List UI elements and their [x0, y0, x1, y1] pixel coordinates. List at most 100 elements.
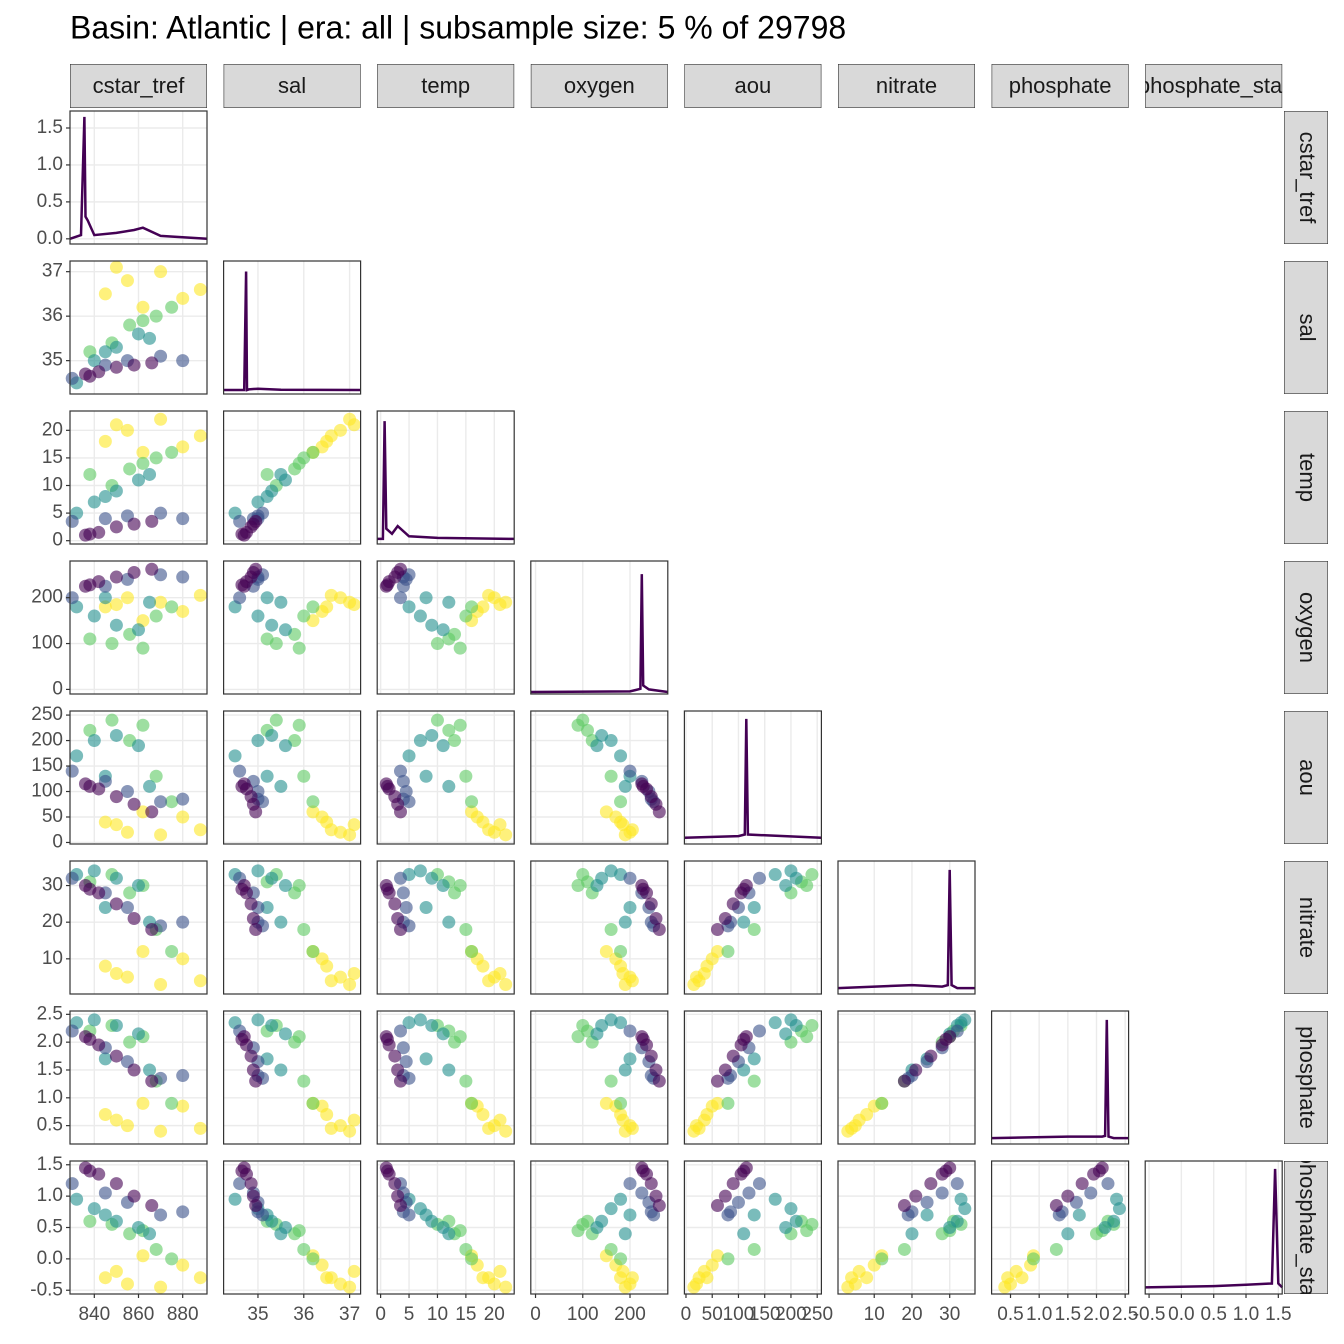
strip-label: phosphate: [1295, 1026, 1320, 1129]
strip-label: sal: [1295, 313, 1320, 341]
point: [343, 1124, 357, 1138]
point: [176, 440, 190, 454]
density-line: [377, 421, 515, 541]
y-tick-label: 200: [31, 730, 63, 751]
y-tick-label: 0.5: [37, 1217, 63, 1238]
point: [920, 1208, 934, 1222]
point: [83, 632, 97, 646]
point: [644, 1177, 658, 1191]
point: [599, 1096, 613, 1110]
strip-label: sal: [278, 73, 306, 98]
strip-label: aou: [1295, 759, 1320, 796]
point: [249, 923, 263, 937]
point: [176, 1069, 190, 1083]
point: [845, 1121, 859, 1135]
point: [127, 1063, 141, 1077]
point: [436, 739, 450, 753]
point: [897, 1242, 911, 1256]
point: [616, 818, 630, 832]
point: [388, 897, 402, 911]
point: [571, 1224, 585, 1238]
y-tick-label: 250: [31, 704, 63, 725]
point: [292, 456, 306, 470]
point: [109, 1018, 123, 1032]
point: [127, 358, 141, 372]
point: [625, 1121, 639, 1135]
strip-right: temp: [1284, 411, 1328, 544]
point: [800, 1030, 814, 1044]
point: [453, 718, 467, 732]
point: [265, 728, 279, 742]
point: [292, 879, 306, 893]
point: [292, 1030, 306, 1044]
point: [193, 282, 207, 296]
point: [251, 1013, 265, 1027]
point: [306, 445, 320, 459]
point: [292, 641, 306, 655]
point: [120, 970, 134, 984]
point: [897, 1199, 911, 1213]
point: [98, 1271, 112, 1285]
point: [1075, 1177, 1089, 1191]
point: [292, 718, 306, 732]
x-tick-label: 36: [293, 1304, 314, 1325]
panel-border: [530, 560, 669, 695]
point: [649, 1063, 663, 1077]
panel-border: [376, 1010, 515, 1145]
point: [618, 1063, 632, 1077]
x-tick-label: 0.5: [1200, 1304, 1226, 1325]
point: [244, 1177, 258, 1191]
x-tick-label: 0: [530, 1304, 541, 1325]
point: [109, 871, 123, 885]
point: [604, 923, 618, 937]
panel-border: [683, 1160, 823, 1295]
panel: [684, 711, 822, 844]
point: [98, 600, 112, 614]
point: [623, 1052, 637, 1066]
strip-label: cstar_tref: [93, 73, 186, 98]
point: [120, 423, 134, 437]
point: [87, 1202, 101, 1216]
point: [154, 595, 168, 609]
point: [380, 1032, 394, 1046]
point: [136, 456, 150, 470]
point: [306, 1252, 320, 1266]
point: [235, 882, 249, 896]
strip-box: [1284, 411, 1328, 544]
point: [109, 484, 123, 498]
point: [176, 915, 190, 929]
point: [1098, 1221, 1112, 1234]
y-tick-label: 1.5: [37, 1059, 63, 1080]
point: [425, 618, 439, 632]
density-line: [837, 869, 975, 990]
point: [235, 1032, 249, 1046]
point: [83, 369, 97, 383]
point: [950, 1177, 964, 1191]
point: [154, 828, 168, 842]
point: [127, 912, 141, 926]
point: [465, 944, 479, 958]
x-tick-label: 0: [681, 1304, 692, 1325]
point: [482, 974, 496, 988]
point: [87, 734, 101, 748]
y-tick-label: 20: [42, 911, 63, 932]
strip-top: nitrate: [838, 64, 975, 108]
point: [737, 1164, 751, 1178]
point: [614, 749, 628, 763]
point: [779, 1027, 793, 1041]
strip-box: [1284, 561, 1328, 694]
point: [604, 864, 618, 878]
point: [233, 1177, 247, 1191]
point: [394, 1024, 408, 1038]
point: [154, 349, 168, 363]
y-tick-label: 1.0: [37, 1087, 63, 1108]
panel-border: [990, 1160, 1130, 1295]
strip-label: oxygen: [564, 73, 635, 98]
point: [747, 923, 761, 937]
point: [132, 623, 145, 637]
point: [109, 728, 123, 742]
y-tick-label: 1.0: [37, 154, 63, 175]
point: [768, 1016, 782, 1030]
point: [260, 632, 274, 646]
point: [399, 1055, 413, 1069]
